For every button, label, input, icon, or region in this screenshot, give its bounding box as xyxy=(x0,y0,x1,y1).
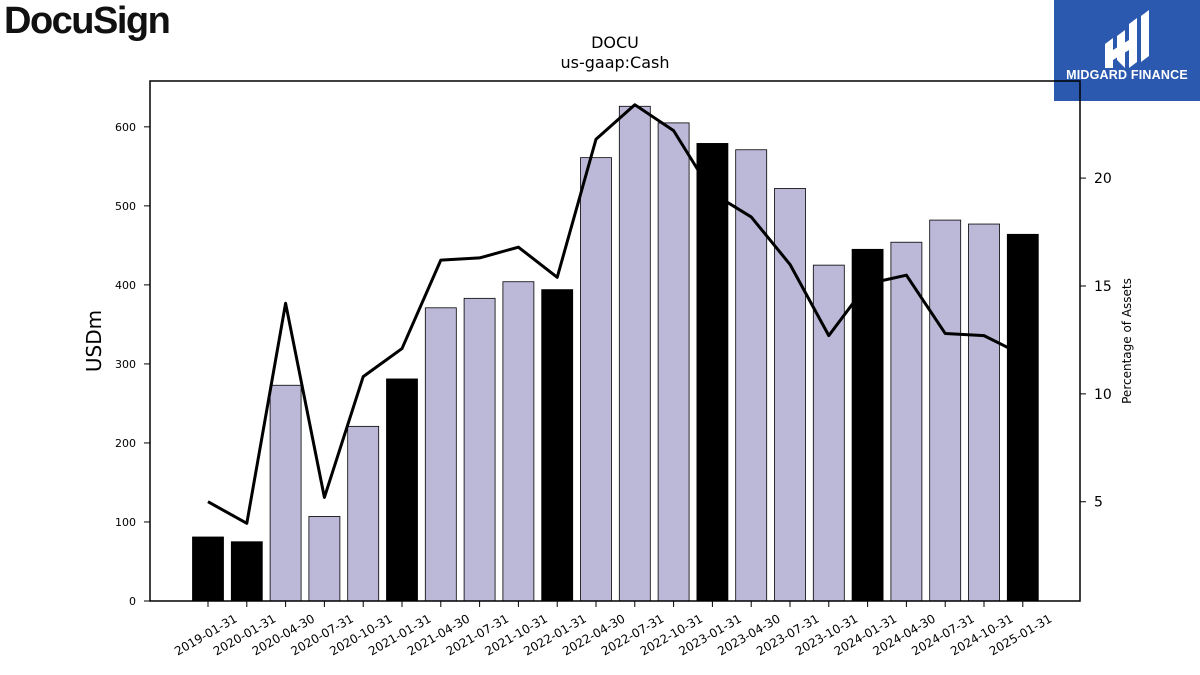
publisher-logo: MIDGARD FINANCE xyxy=(1054,0,1200,101)
bar xyxy=(347,425,380,602)
chart-subtitle: us-gaap:Cash xyxy=(560,53,669,72)
bar xyxy=(1006,233,1039,602)
y-axis-right-label: Percentage of Assets xyxy=(1120,278,1134,404)
bar xyxy=(890,241,923,602)
y-right-tick-label: 20 xyxy=(1094,171,1112,187)
bar xyxy=(269,384,302,602)
bar xyxy=(580,157,612,602)
chart-title: DOCU xyxy=(591,33,639,52)
x-axis: 2019-01-312020-01-312020-04-302020-07-31… xyxy=(172,601,1054,658)
publisher-mark-icon xyxy=(1105,10,1149,68)
y-tick-label: 200 xyxy=(115,437,136,450)
y-tick-label: 0 xyxy=(129,595,136,608)
bar xyxy=(735,149,768,602)
y-tick-label: 600 xyxy=(115,121,136,134)
bar-series xyxy=(192,105,1039,602)
bar xyxy=(541,289,574,602)
bar xyxy=(851,248,884,602)
y-axis-right: 5 10 15 20 xyxy=(1080,171,1112,511)
line-path xyxy=(207,103,1024,525)
y-tick-label: 100 xyxy=(115,516,136,529)
bar xyxy=(657,122,690,602)
bar xyxy=(502,281,535,602)
y-axis-label: USDm xyxy=(82,310,106,372)
bar xyxy=(774,188,806,602)
bar xyxy=(618,105,651,602)
bar xyxy=(424,307,457,602)
bar xyxy=(192,536,224,602)
y-axis-left: 0 100 200 300 400 500 600 xyxy=(115,121,150,608)
publisher-name: MIDGARD FINANCE xyxy=(1066,68,1188,82)
bar xyxy=(386,378,418,602)
line-series xyxy=(207,103,1024,525)
bar xyxy=(929,219,962,602)
y-tick-label: 500 xyxy=(115,200,136,213)
plot-frame xyxy=(149,80,1081,602)
bar xyxy=(308,516,341,602)
company-logo: DocuSign xyxy=(4,0,171,42)
bar xyxy=(696,143,729,602)
y-tick-label: 400 xyxy=(115,279,136,292)
y-right-tick-label: 5 xyxy=(1094,495,1103,511)
y-right-tick-label: 15 xyxy=(1094,279,1112,295)
bar xyxy=(230,541,263,602)
bar xyxy=(463,297,496,602)
y-right-tick-label: 10 xyxy=(1094,387,1112,403)
bar xyxy=(968,223,1000,602)
y-tick-label: 300 xyxy=(115,358,136,371)
